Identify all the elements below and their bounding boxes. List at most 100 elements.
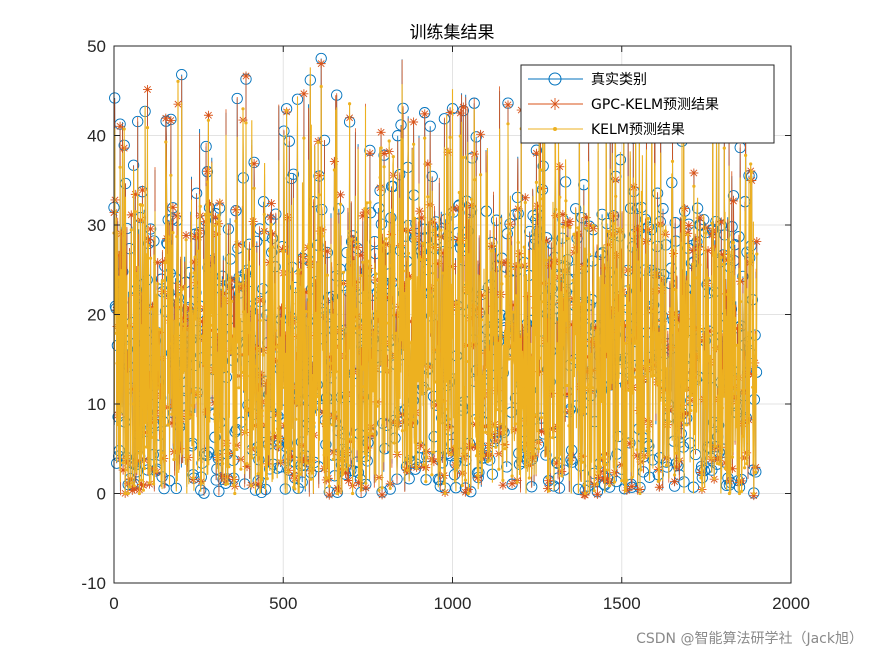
marker-kelm — [365, 201, 369, 205]
marker-kelm — [439, 228, 443, 232]
marker-kelm — [736, 376, 741, 380]
marker-kelm — [688, 376, 692, 380]
marker-kelm — [750, 170, 754, 174]
marker-gpc — [429, 457, 439, 467]
marker-kelm — [387, 139, 391, 143]
marker-gpc — [266, 199, 276, 209]
marker-kelm — [755, 252, 759, 256]
marker-kelm — [391, 155, 395, 159]
marker-kelm — [475, 473, 480, 477]
marker-kelm — [516, 240, 520, 245]
marker-gpc — [622, 485, 632, 495]
marker-kelm — [573, 332, 577, 336]
marker-kelm — [739, 300, 743, 304]
marker-kelm — [700, 488, 704, 492]
marker-kelm — [172, 457, 176, 462]
marker-kelm — [643, 364, 647, 368]
marker-kelm — [398, 244, 402, 248]
legend-label-gpc: GPC-KELM预测结果 — [591, 97, 719, 113]
marker-kelm — [143, 420, 148, 425]
marker-gpc — [522, 291, 532, 301]
marker-gpc — [333, 486, 343, 496]
marker-kelm — [511, 310, 515, 314]
marker-kelm — [640, 396, 644, 401]
marker-gpc — [136, 479, 146, 489]
series-line-kelm — [113, 67, 758, 494]
marker-kelm — [318, 251, 322, 255]
marker-kelm — [386, 321, 390, 325]
marker-kelm — [246, 408, 250, 412]
marker-kelm — [164, 140, 168, 144]
marker-kelm — [659, 306, 664, 310]
marker-gpc — [694, 242, 704, 252]
marker-kelm — [444, 352, 448, 356]
marker-kelm — [362, 385, 366, 389]
y-tick-label: -10 — [81, 574, 106, 593]
marker-kelm — [216, 449, 220, 453]
x-tick-label: 1000 — [434, 594, 472, 613]
marker-kelm — [140, 203, 144, 207]
marker-gpc — [197, 316, 207, 326]
marker-kelm — [262, 212, 266, 216]
marker-kelm — [384, 237, 388, 241]
marker-kelm — [569, 455, 573, 459]
marker-kelm — [325, 273, 329, 277]
marker-kelm — [228, 278, 232, 282]
marker-kelm — [293, 487, 297, 491]
marker-kelm — [524, 425, 528, 429]
marker-kelm — [630, 476, 634, 480]
marker-kelm — [206, 118, 210, 122]
marker-kelm — [627, 388, 631, 392]
marker-kelm — [735, 343, 740, 347]
marker-gpc — [379, 149, 389, 159]
marker-gpc — [704, 326, 714, 336]
legend-label-real: 真实类别 — [591, 72, 647, 88]
marker-gpc — [167, 418, 177, 428]
marker-gpc — [335, 190, 345, 200]
marker-gpc — [261, 378, 271, 388]
marker-gpc — [670, 477, 680, 487]
marker-kelm — [152, 482, 156, 486]
marker-kelm — [681, 409, 685, 413]
marker-kelm — [571, 278, 575, 282]
marker-kelm — [665, 405, 670, 409]
marker-kelm — [157, 386, 161, 390]
marker-kelm — [555, 456, 559, 460]
marker-gpc — [532, 201, 542, 211]
marker-kelm — [162, 451, 166, 455]
marker-kelm — [542, 300, 546, 304]
marker-kelm — [399, 326, 403, 330]
marker-kelm — [646, 216, 650, 221]
marker-kelm — [146, 243, 151, 248]
marker-gpc — [248, 217, 258, 227]
marker-gpc — [322, 246, 332, 256]
marker-gpc — [358, 211, 368, 221]
marker-kelm — [131, 402, 135, 406]
marker-kelm — [472, 178, 477, 182]
marker-gpc — [287, 452, 297, 462]
marker-kelm — [448, 135, 452, 139]
marker-kelm — [704, 231, 708, 235]
marker-kelm — [740, 489, 744, 493]
marker-kelm — [479, 173, 483, 177]
marker-kelm — [669, 307, 674, 311]
marker-kelm — [274, 345, 279, 349]
marker-kelm — [251, 247, 255, 251]
marker-gpc — [203, 110, 213, 120]
marker-kelm — [751, 385, 755, 389]
marker-kelm — [310, 471, 314, 475]
marker-kelm — [284, 352, 288, 356]
marker-kelm — [719, 255, 723, 259]
marker-kelm — [754, 470, 758, 474]
marker-kelm — [639, 468, 643, 472]
marker-kelm — [617, 311, 621, 315]
marker-kelm — [675, 451, 679, 455]
marker-kelm — [161, 279, 165, 283]
marker-kelm — [250, 456, 254, 460]
marker-kelm — [376, 314, 380, 318]
marker-gpc — [633, 224, 643, 234]
marker-kelm — [507, 357, 511, 361]
marker-kelm — [730, 455, 735, 459]
marker-gpc — [680, 204, 690, 214]
marker-kelm — [331, 457, 335, 461]
